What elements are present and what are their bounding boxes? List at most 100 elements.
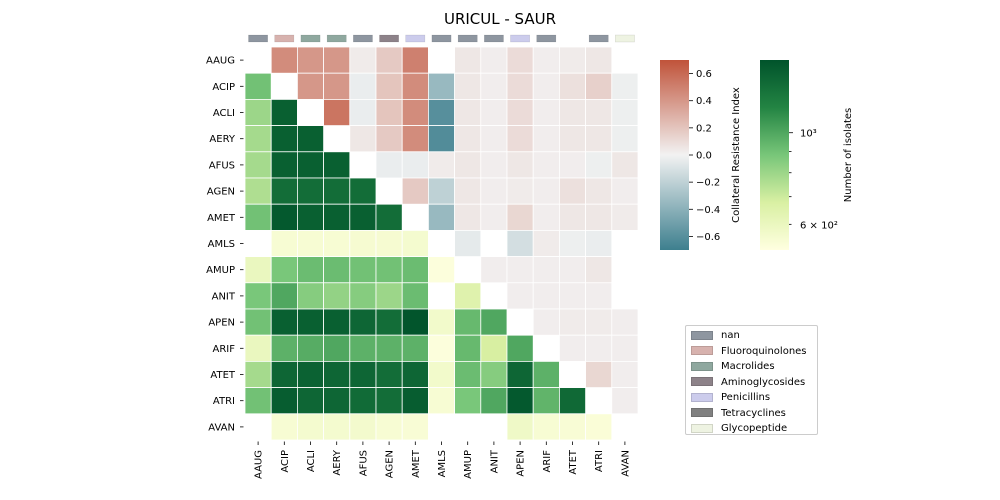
cri-tick-label: −0.4 xyxy=(696,205,720,216)
heatmap-cell xyxy=(375,360,403,388)
legend-swatch xyxy=(691,361,713,371)
heatmap-cell xyxy=(296,177,324,205)
x-tick-label-acip: ACIP xyxy=(280,450,291,473)
heatmap-cell xyxy=(270,308,298,336)
legend-item-glycopeptide: Glycopeptide xyxy=(691,423,787,435)
heatmap-cell xyxy=(270,177,298,205)
heatmap-cell xyxy=(559,256,587,284)
heatmap-cell xyxy=(454,203,482,231)
heatmap-cell xyxy=(532,308,560,336)
heatmap-cell xyxy=(585,360,613,388)
heatmap-cell xyxy=(349,308,377,336)
heatmap-cell xyxy=(401,256,429,284)
heatmap-cell xyxy=(585,256,613,284)
heatmap-cell xyxy=(375,151,403,179)
legend-swatch xyxy=(691,377,713,386)
x-tick-label-atet: ATET xyxy=(568,449,579,474)
heatmap-cell xyxy=(427,203,455,231)
x-tick-label-apen: APEN xyxy=(516,450,527,477)
heatmap-cell xyxy=(401,46,429,74)
heatmap-cell xyxy=(427,308,455,336)
heatmap-cell xyxy=(401,360,429,388)
heatmap-cell xyxy=(323,203,351,231)
y-tick-label-amup: AMUP xyxy=(206,265,235,276)
y-tick-label-aery: AERY xyxy=(209,134,235,145)
cri-tick-label: 0.0 xyxy=(696,151,712,162)
heatmap-cell xyxy=(480,360,508,388)
heatmap-cell xyxy=(559,308,587,336)
heatmap-cell xyxy=(480,177,508,205)
class-strip-arif xyxy=(536,34,557,43)
heatmap-cell xyxy=(611,72,639,100)
x-tick-label-anit: ANIT xyxy=(489,449,500,473)
heatmap-cell xyxy=(506,360,534,388)
heatmap-cell xyxy=(349,229,377,257)
legend-swatch xyxy=(691,330,713,340)
heatmap-cell xyxy=(454,308,482,336)
heatmap-cell xyxy=(401,177,429,205)
heatmap-cell xyxy=(506,334,534,362)
chart-title: URICUL - SAUR xyxy=(444,10,556,28)
heatmap-cell xyxy=(401,334,429,362)
x-tick-label-aaug: AAUG xyxy=(254,450,265,479)
heatmap-cell xyxy=(454,282,482,310)
class-strip-acli xyxy=(300,34,321,43)
heatmap-cell xyxy=(270,387,298,415)
heatmap-cell xyxy=(375,125,403,153)
heatmap-cell xyxy=(454,151,482,179)
class-strip-afus xyxy=(353,34,373,43)
legend-swatch xyxy=(691,408,713,417)
cri-tick-label: 0.6 xyxy=(696,69,712,80)
heatmap-cell xyxy=(270,413,298,441)
heatmap-cell xyxy=(375,203,403,231)
heatmap-cell xyxy=(480,308,508,336)
heatmap-cell xyxy=(244,125,272,153)
class-legend: nan Fluoroquinolones Macrolides Aminoglycos… xyxy=(685,325,818,435)
cri-colorbar-ticks: 0.6 0.4 0.2 0.0 −0.2 −0.4 −0.6 xyxy=(689,69,720,243)
heatmap-cell xyxy=(244,256,272,284)
heatmap-cell xyxy=(532,387,560,415)
heatmap-cell xyxy=(532,229,560,257)
heatmap-cell xyxy=(375,256,403,284)
heatmap-cell xyxy=(585,72,613,100)
y-tick-label-anit: ANIT xyxy=(212,291,236,302)
heatmap-cell xyxy=(244,177,272,205)
heatmap-cell xyxy=(559,282,587,310)
legend-item-fluoroquinolones: Fluoroquinolones xyxy=(691,346,807,358)
y-tick-label-apen: APEN xyxy=(208,318,235,329)
isolates-colorbar-gradient xyxy=(760,60,789,250)
heatmap-cell xyxy=(559,203,587,231)
legend-item-tetracyclines: Tetracyclines xyxy=(691,408,786,420)
heatmap-cell xyxy=(270,360,298,388)
heatmap-cell xyxy=(296,229,324,257)
heatmap-cell xyxy=(427,334,455,362)
heatmap-cell xyxy=(506,413,534,441)
heatmap-cell xyxy=(375,229,403,257)
y-tick-label-atri: ATRI xyxy=(213,396,235,407)
heatmap-cell xyxy=(323,360,351,388)
heatmap-cell xyxy=(270,99,298,127)
class-strip-atri xyxy=(588,34,609,43)
heatmap-cell xyxy=(454,46,482,74)
heatmap-cell xyxy=(480,203,508,231)
legend-label: Fluoroquinolones xyxy=(721,345,807,357)
y-tick-label-acip: ACIP xyxy=(212,82,235,93)
heatmap-cell xyxy=(506,99,534,127)
heatmap-cell xyxy=(506,203,534,231)
y-tick-label-arif: ARIF xyxy=(213,344,236,355)
class-strip-anit xyxy=(484,34,504,43)
heatmap-cell xyxy=(323,151,351,179)
heatmap-cell xyxy=(349,177,377,205)
y-tick-label-amet: AMET xyxy=(207,213,236,224)
heatmap-cell xyxy=(349,413,377,441)
class-strip-avan xyxy=(615,34,635,43)
heatmap-cell xyxy=(244,99,272,127)
heatmap-cell xyxy=(506,151,534,179)
heatmap-cell xyxy=(559,413,587,441)
heatmap-cell xyxy=(375,282,403,310)
isolates-colorbar: 10³ 6 × 10² Number of isolates xyxy=(760,60,854,250)
y-tick-labels: AAUG ACIP ACLI AERY AFUS AGEN AMET AMLS AMUP ANIT… xyxy=(206,56,244,433)
heatmap-cell xyxy=(427,177,455,205)
heatmap-cell xyxy=(559,125,587,153)
